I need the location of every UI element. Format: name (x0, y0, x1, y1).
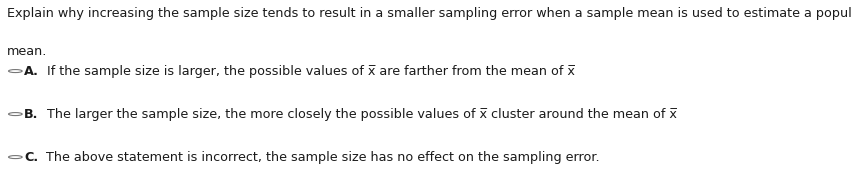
Text: C.: C. (24, 151, 38, 164)
Text: B.: B. (24, 108, 38, 121)
Text: The above statement is incorrect, the sample size has no effect on the sampling : The above statement is incorrect, the sa… (46, 151, 599, 164)
Text: The larger the sample size, the more closely the possible values of x̅ cluster a: The larger the sample size, the more clo… (47, 108, 676, 121)
Text: mean.: mean. (7, 45, 47, 58)
Text: A.: A. (24, 65, 38, 78)
Text: If the sample size is larger, the possible values of x̅ are farther from the mea: If the sample size is larger, the possib… (48, 65, 574, 78)
Text: Explain why increasing the sample size tends to result in a smaller sampling err: Explain why increasing the sample size t… (7, 7, 852, 21)
